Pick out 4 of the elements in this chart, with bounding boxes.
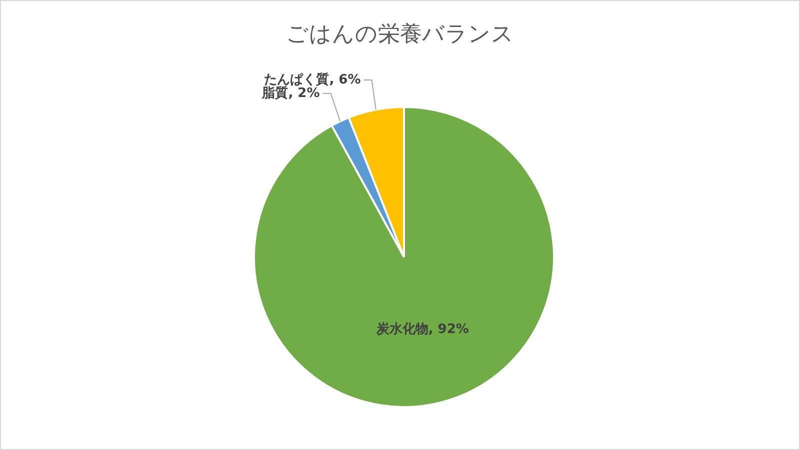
pie-slice xyxy=(253,106,555,408)
chart-title: ごはんの栄養バランス xyxy=(285,21,515,49)
slice-label: 炭水化物, 92% xyxy=(375,322,469,338)
slice-label: 脂質, 2% xyxy=(261,84,320,101)
